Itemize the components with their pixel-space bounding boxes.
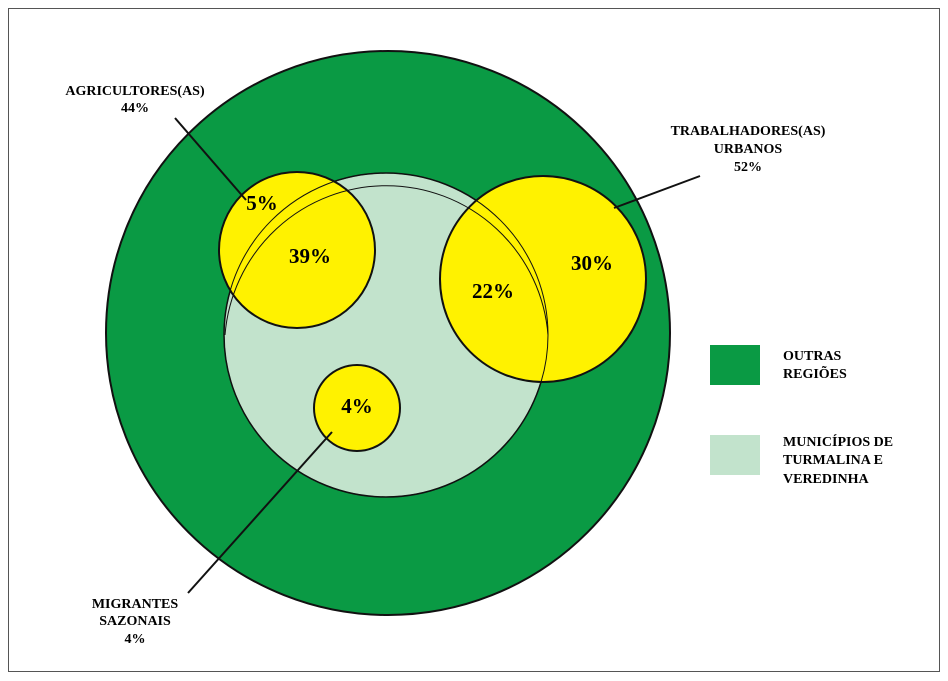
label: 4%: [125, 632, 146, 647]
migrantes-circle: [313, 364, 401, 452]
legend-label: OUTRAS: [783, 349, 842, 364]
region-value: 30%: [571, 251, 613, 275]
legend-label: TURMALINA E: [783, 453, 883, 468]
legend-label: MUNICÍPIOS DE: [783, 433, 893, 450]
leader-line: [613, 175, 701, 209]
label: MIGRANTES: [92, 597, 179, 612]
legend-label: VEREDINHA: [783, 472, 869, 487]
agricultores-circle: [218, 171, 376, 329]
label: 52%: [734, 160, 762, 175]
region-value: 22%: [472, 279, 514, 303]
legend-swatch: [710, 345, 760, 385]
leader-line: [174, 117, 247, 201]
region-value: 39%: [289, 244, 331, 268]
label: SAZONAIS: [99, 614, 171, 629]
label: AGRICULTORES(AS): [65, 84, 205, 99]
legend-swatch: [710, 435, 760, 475]
region-value: 5%: [246, 191, 278, 215]
inner-outline: [224, 185, 549, 336]
legend-label: REGIÕES: [783, 364, 847, 382]
trabalhadores-circle: [439, 175, 647, 383]
label: URBANOS: [714, 142, 783, 157]
label: 44%: [121, 101, 149, 116]
inner-outline: [223, 172, 549, 498]
leader-line: [187, 431, 333, 594]
region-value: 4%: [341, 394, 373, 418]
label: TRABALHADORES(AS): [671, 124, 826, 139]
